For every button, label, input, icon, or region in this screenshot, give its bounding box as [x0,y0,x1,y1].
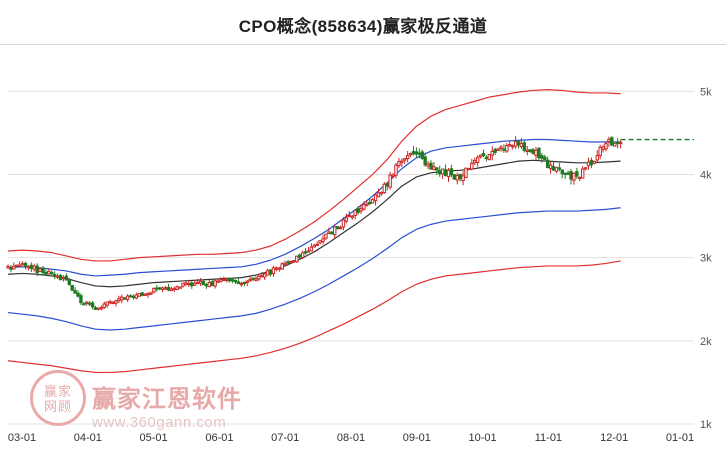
svg-text:07-01: 07-01 [271,432,299,444]
svg-text:5k: 5k [700,86,712,98]
svg-text:3k: 3k [700,253,712,265]
svg-text:03-01: 03-01 [8,432,36,444]
svg-text:4k: 4k [700,169,712,181]
y-axis-labels: 1k 2k 3k 4k 5k [700,86,712,431]
svg-text:01-01: 01-01 [666,432,694,444]
svg-text:05-01: 05-01 [140,432,168,444]
x-axis-labels: 03-01 04-01 05-01 06-01 07-01 08-01 09-01 10-01… [8,432,694,444]
svg-text:2k: 2k [700,336,712,348]
gridlines [8,90,694,425]
title-divider [0,44,726,45]
page-title: CPO概念(858634)赢家极反通道 [238,17,488,36]
svg-text:12-01: 12-01 [600,432,628,444]
svg-text:10-01: 10-01 [469,432,497,444]
svg-text:11-01: 11-01 [535,432,562,444]
series-layer [7,89,621,374]
svg-text:1k: 1k [700,419,712,431]
svg-text:04-01: 04-01 [74,432,102,444]
svg-text:09-01: 09-01 [403,432,431,444]
svg-text:06-01: 06-01 [205,432,233,444]
svg-text:08-01: 08-01 [337,432,365,444]
candlestick-layer [6,136,623,311]
